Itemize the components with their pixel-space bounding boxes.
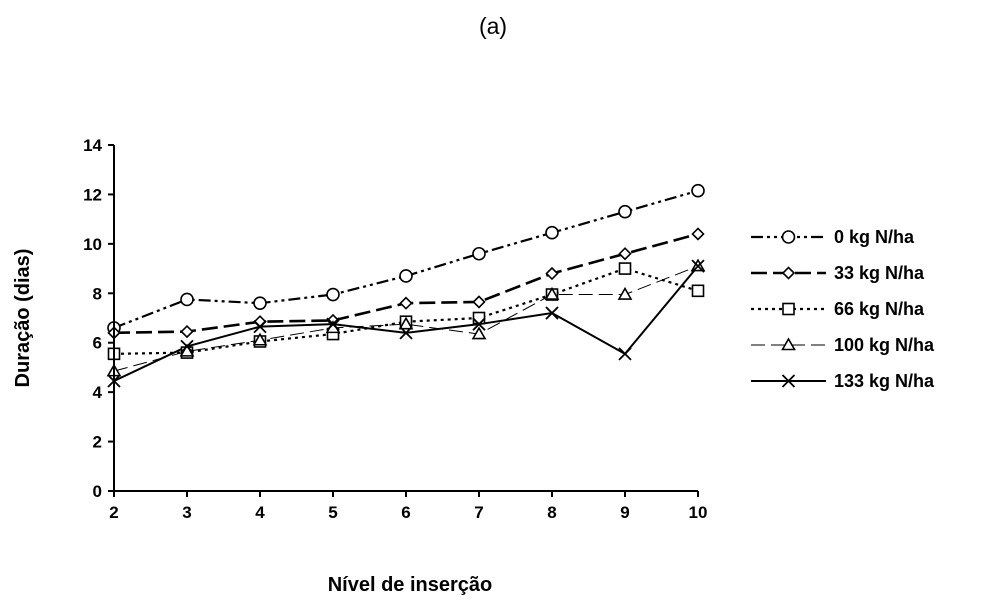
chart-title: (a) <box>479 13 507 39</box>
legend-marker-0-kg-n-ha <box>781 230 796 244</box>
y-tick-label: 2 <box>93 433 102 452</box>
data-point-133-kg-n-ha <box>253 320 267 334</box>
data-point-0-kg-n-ha <box>618 204 632 219</box>
legend-label-133-kg-n-ha: 133 kg N/ha <box>834 371 935 391</box>
data-point-0-kg-n-ha <box>399 269 413 283</box>
data-point-100-kg-n-ha <box>617 286 633 300</box>
data-point-100-kg-n-ha <box>471 326 487 340</box>
legend-marker-133-kg-n-ha <box>781 374 796 388</box>
y-tick-label: 6 <box>93 334 102 353</box>
data-point-133-kg-n-ha <box>691 259 705 273</box>
data-point-100-kg-n-ha <box>398 316 414 330</box>
legend-label-66-kg-n-ha: 66 kg N/ha <box>834 299 925 319</box>
x-tick-label: 10 <box>689 503 708 522</box>
data-point-66-kg-n-ha <box>618 262 632 275</box>
legend-marker-66-kg-n-ha <box>782 302 795 316</box>
data-point-133-kg-n-ha <box>545 306 559 320</box>
y-ticks: 0 2 4 6 8 10 12 14 <box>83 136 114 501</box>
data-point-133-kg-n-ha <box>326 317 340 331</box>
legend: 0 kg N/ha 33 kg N/ha 66 kg N/ha 100 kg N/ha… <box>751 227 935 391</box>
y-tick-label: 10 <box>83 235 102 254</box>
data-point-133-kg-n-ha <box>180 339 194 354</box>
series-line-100-kg-n-ha <box>113 265 699 372</box>
x-tick-label: 6 <box>401 503 410 522</box>
x-tick-label: 2 <box>109 503 118 522</box>
y-tick-label: 4 <box>93 383 103 402</box>
y-axis-label: Duração (dias) <box>12 249 34 388</box>
legend-marker-33-kg-n-ha <box>781 266 796 280</box>
data-point-33-kg-n-ha <box>691 227 705 241</box>
data-point-100-kg-n-ha <box>252 332 268 346</box>
data-point-133-kg-n-ha <box>399 326 413 340</box>
data-point-33-kg-n-ha <box>618 247 632 261</box>
data-point-66-kg-n-ha <box>472 311 486 325</box>
data-point-0-kg-n-ha <box>326 287 340 302</box>
data-point-133-kg-n-ha <box>618 347 632 361</box>
x-tick-label: 4 <box>255 503 265 522</box>
x-tick-label: 5 <box>328 503 337 522</box>
x-axis-label: Nível de inserção <box>328 574 493 596</box>
legend-label-0-kg-n-ha: 0 kg N/ha <box>834 227 915 247</box>
data-point-0-kg-n-ha <box>472 246 486 261</box>
y-tick-label: 8 <box>93 284 102 303</box>
data-point-66-kg-n-ha <box>691 284 705 298</box>
data-point-0-kg-n-ha <box>253 296 267 310</box>
y-tick-label: 0 <box>93 482 102 501</box>
y-tick-label: 12 <box>83 185 102 204</box>
x-tick-label: 3 <box>182 503 191 522</box>
data-point-33-kg-n-ha <box>180 324 194 339</box>
y-tick-label: 14 <box>83 136 102 155</box>
data-point-33-kg-n-ha <box>399 296 413 310</box>
x-ticks: 2 3 4 5 6 7 8 9 10 <box>109 491 707 522</box>
legend-label-100-kg-n-ha: 100 kg N/ha <box>834 335 935 355</box>
data-point-0-kg-n-ha <box>691 183 705 198</box>
x-tick-label: 7 <box>474 503 483 522</box>
plot-lines <box>113 189 699 382</box>
plot-markers <box>106 183 706 388</box>
legend-label-33-kg-n-ha: 33 kg N/ha <box>834 263 925 283</box>
x-tick-label: 9 <box>620 503 629 522</box>
data-point-0-kg-n-ha <box>180 292 194 307</box>
x-tick-label: 8 <box>547 503 556 522</box>
data-point-0-kg-n-ha <box>545 225 559 240</box>
data-point-100-kg-n-ha <box>544 286 560 300</box>
legend-marker-100-kg-n-ha <box>781 337 796 351</box>
data-point-33-kg-n-ha <box>472 295 486 309</box>
data-point-33-kg-n-ha <box>545 266 559 281</box>
data-point-133-kg-n-ha <box>472 317 486 331</box>
